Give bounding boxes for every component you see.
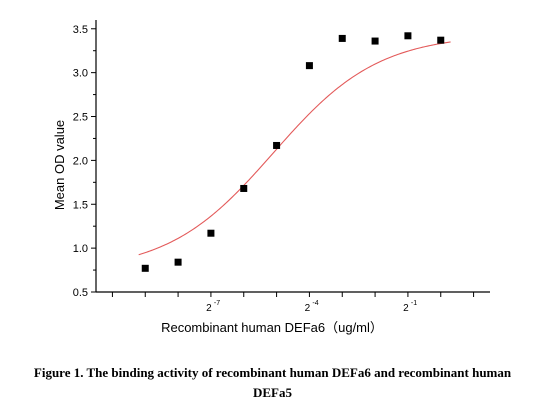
data-point: [207, 229, 215, 237]
y-tick-label: 2.5: [73, 112, 88, 124]
data-point: [305, 62, 313, 70]
y-tick-label: 0.5: [73, 287, 88, 299]
caption-line-2: DEFa5: [253, 385, 292, 400]
y-tick-label: 1.0: [73, 243, 88, 255]
x-axis-label: Recombinant human DEFa6（ug/ml）: [161, 320, 383, 335]
x-tick-exponent: -1: [411, 300, 417, 307]
x-tick-label: 2: [305, 303, 311, 314]
data-point: [174, 258, 182, 266]
y-tick-label: 3.5: [73, 24, 88, 36]
data-point: [240, 184, 248, 192]
fit-curve: [138, 41, 451, 256]
data-point: [141, 264, 149, 272]
y-tick-label: 3.0: [73, 68, 88, 80]
x-tick-exponent: -7: [214, 300, 220, 307]
y-axis-label: Mean OD value: [52, 120, 67, 210]
x-tick-exponent: -4: [312, 300, 318, 307]
binding-activity-chart: 0.51.01.52.02.53.03.52 -7 2 -4 2 -1 Mean OD v…: [52, 20, 490, 335]
data-point: [404, 32, 412, 40]
data-point: [371, 37, 379, 45]
data-point: [273, 141, 281, 149]
y-tick-label: 2.0: [73, 155, 88, 167]
figure-caption: Figure 1. The binding activity of recomb…: [0, 363, 545, 403]
y-tick-label: 1.5: [73, 199, 88, 211]
data-point: [338, 34, 346, 42]
x-tick-label: 2: [206, 303, 212, 314]
data-points-layer: [141, 32, 445, 272]
x-tick-label: 2: [403, 303, 409, 314]
data-point: [437, 36, 445, 44]
caption-line-1: Figure 1. The binding activity of recomb…: [33, 365, 512, 380]
axes-layer: 0.51.01.52.02.53.03.52 -7 2 -4 2 -1: [73, 20, 490, 314]
fit-curve-layer: [138, 41, 451, 256]
